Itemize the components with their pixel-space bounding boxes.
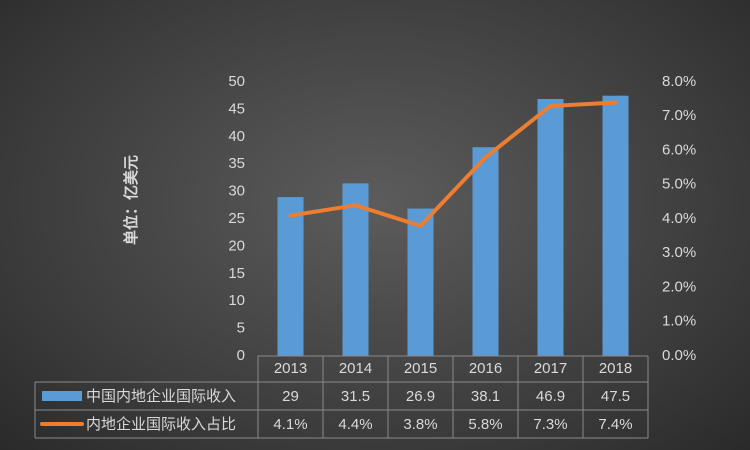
table-value: 3.8% <box>403 416 437 433</box>
table-value: 26.9 <box>406 388 435 405</box>
y2-tick-label: 7.0% <box>662 107 696 124</box>
bar <box>407 208 434 356</box>
x-tick-label: 2016 <box>469 360 502 377</box>
y-tick-label: 15 <box>228 265 245 282</box>
bar <box>602 95 629 356</box>
y2-tick-label: 6.0% <box>662 141 696 158</box>
y2-tick-label: 8.0% <box>662 73 696 90</box>
line <box>288 100 618 228</box>
y2-tick-label: 4.0% <box>662 210 696 227</box>
y2-tick-label: 5.0% <box>662 176 696 193</box>
y-tick-label: 10 <box>228 292 245 309</box>
legend-swatch <box>42 391 82 401</box>
x-tick-label: 2018 <box>599 360 632 377</box>
legend-label: 中国内地企业国际收入 <box>86 387 236 405</box>
x-tick-label: 2014 <box>339 360 372 377</box>
y-tick-label: 0 <box>237 347 245 364</box>
table-value: 46.9 <box>536 388 565 405</box>
x-tick-label: 2017 <box>534 360 567 377</box>
y-tick-label: 35 <box>228 155 245 172</box>
bar <box>537 98 564 356</box>
y-axis-label: 单位：亿美元 <box>122 155 140 245</box>
table-value: 4.1% <box>273 416 307 433</box>
table-value: 38.1 <box>471 388 500 405</box>
y2-tick-label: 3.0% <box>662 244 696 261</box>
y2-tick-label: 0.0% <box>662 347 696 364</box>
table-value: 31.5 <box>341 388 370 405</box>
y2-tick-label: 1.0% <box>662 313 696 330</box>
bar <box>342 183 369 356</box>
table-value: 29 <box>282 388 299 405</box>
x-tick-label: 2013 <box>274 360 307 377</box>
legend-label: 内地企业国际收入占比 <box>86 415 236 433</box>
y-tick-label: 20 <box>228 237 245 254</box>
y2-tick-label: 2.0% <box>662 278 696 295</box>
y-tick-label: 5 <box>237 320 245 337</box>
table-value: 47.5 <box>601 388 630 405</box>
y-tick-label: 30 <box>228 183 245 200</box>
y-tick-label: 50 <box>228 73 245 90</box>
y-tick-label: 25 <box>228 210 245 227</box>
bar <box>277 197 304 356</box>
table-value: 7.4% <box>598 416 632 433</box>
y-tick-label: 45 <box>228 100 245 117</box>
table-value: 7.3% <box>533 416 567 433</box>
y-tick-label: 40 <box>228 128 245 145</box>
bar <box>472 147 499 356</box>
table-value: 5.8% <box>468 416 502 433</box>
table-value: 4.4% <box>338 416 372 433</box>
x-tick-label: 2015 <box>404 360 437 377</box>
